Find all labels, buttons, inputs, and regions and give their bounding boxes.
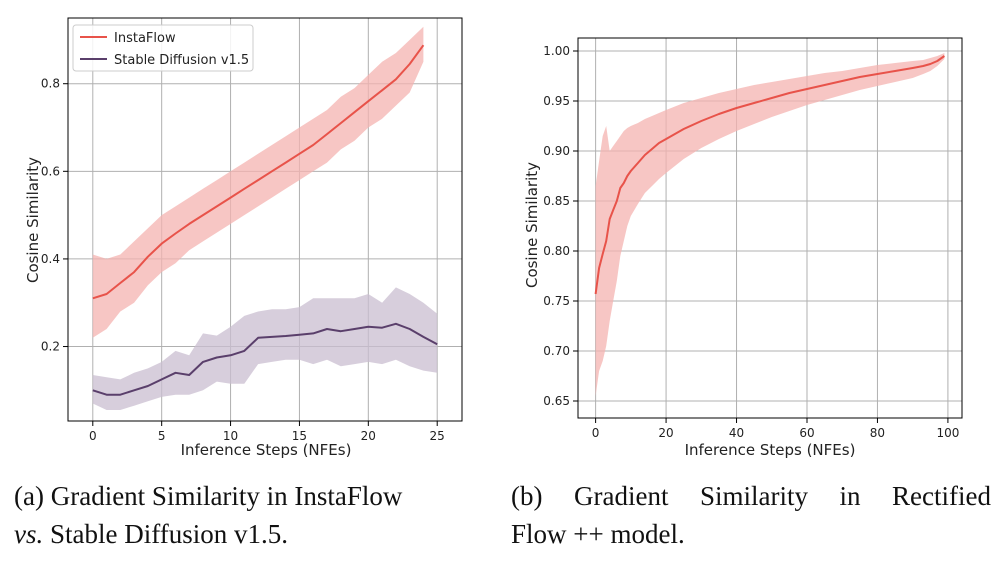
chart-b-x-axis-title: Inference Steps (NFEs) bbox=[685, 441, 856, 459]
chart-b: 0 20 40 60 80 100 0.65 0.70 0.75 0.80 0.85 0.90 0.9… bbox=[523, 37, 963, 459]
y-tick-label: 0.2 bbox=[41, 340, 60, 354]
chart-b-y-ticks: 0.65 0.70 0.75 0.80 0.85 0.90 0.95 1.00 bbox=[543, 44, 578, 408]
caption-b-word: Similarity bbox=[699, 481, 808, 511]
y-tick-label: 0.85 bbox=[543, 194, 570, 208]
chart-a-x-axis-title: Inference Steps (NFEs) bbox=[181, 441, 352, 459]
x-tick-label: 15 bbox=[292, 429, 307, 443]
chart-a-y-axis-title: Cosine Similarity bbox=[24, 157, 42, 283]
x-tick-label: 0 bbox=[592, 426, 600, 440]
chart-a-x-ticks: 0 5 10 15 20 25 bbox=[89, 421, 445, 443]
caption-a-vs: vs. bbox=[14, 519, 44, 549]
chart-b-y-axis-title: Cosine Similarity bbox=[523, 162, 541, 288]
caption-a-line-2-rest: Stable Diffusion v1.5. bbox=[43, 519, 288, 549]
x-tick-label: 25 bbox=[430, 429, 445, 443]
y-tick-label: 0.8 bbox=[41, 77, 60, 91]
x-tick-label: 60 bbox=[799, 426, 814, 440]
y-tick-label: 0.70 bbox=[543, 344, 570, 358]
series-line-0 bbox=[594, 55, 945, 295]
caption-b-word: (b) bbox=[511, 481, 543, 511]
series-line-1 bbox=[92, 322, 438, 396]
caption-a-line-2: vs. Stable Diffusion v1.5. bbox=[14, 515, 494, 553]
caption-b: (b) Gradient Similarity in Rectified Flo… bbox=[511, 477, 991, 553]
chart-b-bands bbox=[595, 53, 945, 396]
x-tick-label: 20 bbox=[658, 426, 673, 440]
caption-a: (a) Gradient Similarity in InstaFlow vs.… bbox=[14, 477, 494, 553]
legend-box bbox=[72, 24, 254, 72]
chart-b-x-ticks: 0 20 40 60 80 100 bbox=[592, 418, 959, 440]
x-tick-label: 100 bbox=[936, 426, 959, 440]
y-tick-label: 0.90 bbox=[543, 144, 570, 158]
caption-b-word: Rectified bbox=[892, 481, 991, 511]
caption-b-word: in bbox=[839, 481, 861, 511]
chart-a-legend: InstaFlow Stable Diffusion v1.5 bbox=[72, 24, 254, 72]
chart-a-y-ticks: 0.2 0.4 0.6 0.8 bbox=[41, 77, 68, 354]
y-tick-label: 0.75 bbox=[543, 294, 570, 308]
y-tick-label: 0.4 bbox=[41, 252, 60, 266]
x-tick-label: 80 bbox=[870, 426, 885, 440]
confidence-band-0 bbox=[92, 26, 424, 338]
chart-b-grid bbox=[578, 38, 962, 418]
x-tick-label: 10 bbox=[223, 429, 238, 443]
x-tick-label: 5 bbox=[158, 429, 166, 443]
confidence-band-1 bbox=[92, 287, 438, 410]
y-tick-label: 0.95 bbox=[543, 94, 570, 108]
x-tick-label: 40 bbox=[729, 426, 744, 440]
caption-b-line-2: Flow ++ model. bbox=[511, 519, 685, 549]
legend-label-stable-diffusion: Stable Diffusion v1.5 bbox=[114, 53, 249, 68]
legend-label-instaflow: InstaFlow bbox=[114, 31, 176, 46]
confidence-band-0 bbox=[595, 53, 945, 396]
chart-b-plot-frame bbox=[577, 37, 963, 419]
chart-a-bands bbox=[92, 26, 438, 410]
caption-b-word: Gradient bbox=[574, 481, 669, 511]
y-tick-label: 0.65 bbox=[543, 394, 570, 408]
chart-b-lines bbox=[594, 55, 945, 295]
x-tick-label: 0 bbox=[89, 429, 97, 443]
y-tick-label: 0.6 bbox=[41, 164, 60, 178]
chart-a: 0 5 10 15 20 25 0.2 0.4 0.6 0.8 Inference Steps … bbox=[24, 17, 463, 459]
x-tick-label: 20 bbox=[361, 429, 376, 443]
y-tick-label: 0.80 bbox=[543, 244, 570, 258]
chart-a-plot-frame bbox=[67, 17, 463, 422]
caption-b-line-1: (b) Gradient Similarity in Rectified bbox=[511, 477, 991, 515]
caption-a-line-1: (a) Gradient Similarity in InstaFlow bbox=[14, 481, 403, 511]
series-line-0 bbox=[92, 44, 425, 300]
y-tick-label: 1.00 bbox=[543, 44, 570, 58]
chart-a-lines bbox=[92, 44, 438, 396]
